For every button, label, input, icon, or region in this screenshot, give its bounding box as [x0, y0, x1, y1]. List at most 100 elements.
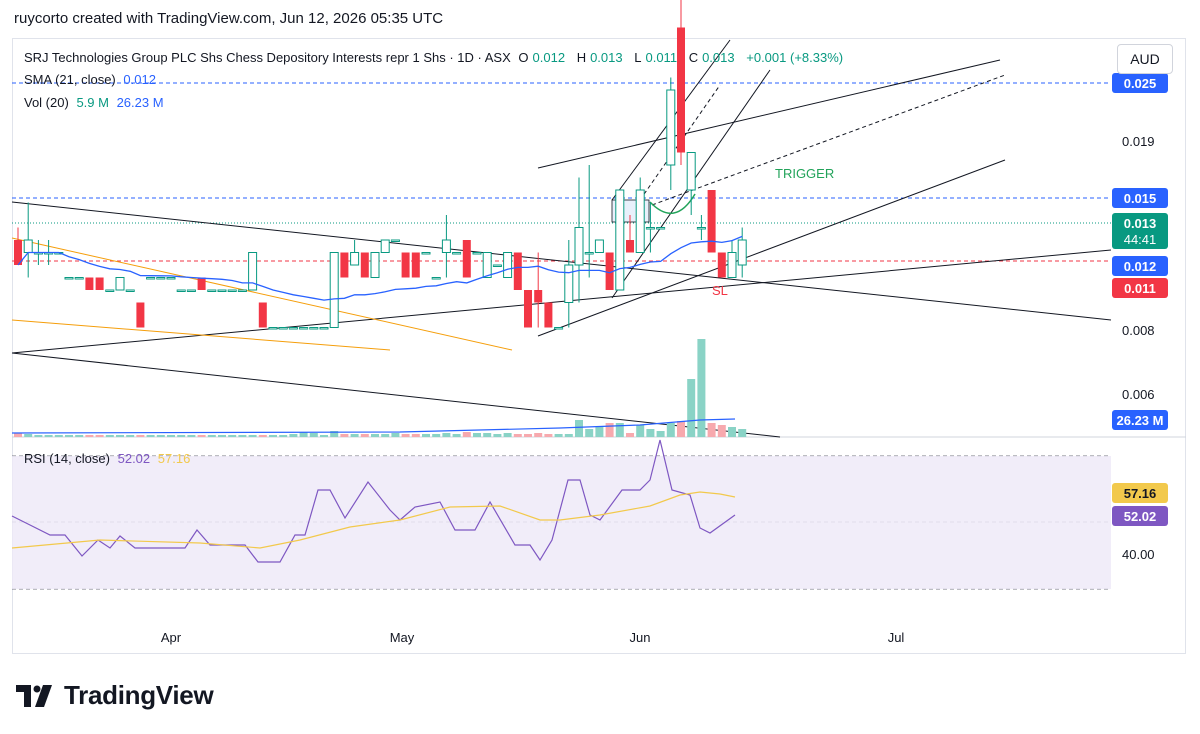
candle-body [360, 252, 369, 278]
candle [390, 239, 400, 242]
open-value: 0.012 [532, 50, 566, 65]
volume-bar [585, 429, 594, 437]
price-badge-text: 0.013 [1124, 216, 1157, 231]
candle [278, 327, 288, 330]
symbol-legend: SRJ Technologies Group PLC Shs Chess Dep… [24, 50, 847, 65]
candle-body [156, 277, 166, 280]
volume-bar [411, 434, 420, 437]
candle-body [350, 252, 360, 266]
candle [534, 252, 543, 328]
volume-bar [177, 435, 186, 437]
brand-name: TradingView [64, 680, 214, 710]
volume-bar [666, 423, 675, 437]
candle-body [370, 252, 380, 278]
volume-bar [65, 435, 73, 437]
candle [136, 302, 145, 328]
low-label: L [634, 50, 642, 65]
candle-body [656, 227, 666, 230]
candle [462, 240, 471, 278]
candle [14, 227, 22, 265]
candle [635, 177, 645, 253]
volume-bar [677, 421, 685, 437]
candle-body [136, 302, 145, 328]
volume-bar [156, 435, 165, 437]
orange-line-1 [11, 237, 513, 351]
price-badge-text: 0.015 [1124, 191, 1157, 206]
candle [737, 227, 747, 278]
open-label: O [518, 50, 529, 65]
volume-bar [595, 427, 604, 437]
candle-body [288, 327, 298, 330]
tradingview-logo[interactable]: TradingView [16, 680, 214, 711]
candle [441, 215, 451, 278]
candle [717, 252, 726, 278]
candle [626, 215, 634, 253]
volume-bar [381, 434, 390, 437]
candle [207, 289, 217, 292]
price-tick-label: 0.008 [1122, 323, 1155, 338]
candle [217, 289, 227, 292]
candle [340, 252, 349, 278]
candle [105, 289, 115, 292]
price-tick-label: 0.006 [1122, 387, 1155, 402]
candle-body [524, 290, 532, 328]
volume-legend: Vol (20) 5.9 M 26.23 M [24, 95, 168, 110]
candle [237, 289, 247, 292]
low-value: 0.011 [645, 50, 678, 65]
price-badge-bg [1112, 410, 1168, 430]
volume-bar [371, 434, 379, 437]
volume-bar [626, 433, 634, 437]
candle [329, 252, 339, 328]
candle-body [309, 327, 319, 330]
candle-body [329, 252, 339, 328]
candle-body [594, 239, 604, 253]
price-badge-text: 0.012 [1124, 259, 1157, 274]
candle-body [645, 227, 655, 230]
candle-body [380, 239, 390, 253]
candle-body [319, 327, 329, 330]
candle-body [677, 27, 685, 153]
candle-body [727, 252, 737, 278]
price-badge: 26.23 M [1112, 410, 1168, 430]
candle-body [737, 239, 747, 266]
price-badge: 0.012 [1112, 256, 1168, 276]
candle [574, 177, 584, 303]
candle-body [635, 189, 645, 253]
volume-bar [299, 432, 308, 437]
volume-bar [524, 434, 532, 437]
price-badge-text: 26.23 M [1117, 413, 1164, 428]
close-value: 0.013 [702, 50, 735, 65]
tv-logo-icon [16, 684, 52, 707]
candle-body [626, 240, 634, 253]
candle-body [452, 252, 462, 255]
candle-body [248, 252, 258, 291]
volume-bar [687, 379, 696, 437]
candle [605, 252, 614, 290]
candle [156, 277, 166, 280]
volume-bar [513, 434, 522, 437]
volume-bar [116, 435, 124, 437]
candle [319, 327, 329, 330]
candle-body [176, 289, 186, 292]
candle [380, 239, 390, 253]
candle [197, 277, 206, 290]
trendline-support [11, 249, 1112, 354]
candle [309, 327, 319, 330]
volume-bar [320, 435, 328, 437]
candle [666, 77, 676, 190]
candle-body [64, 277, 74, 280]
rsi-badge: 52.02 [1112, 506, 1168, 526]
candle-body [227, 289, 237, 292]
volume-ma-value: 26.23 M [116, 95, 164, 110]
candle [95, 277, 104, 290]
candle [677, 0, 685, 165]
high-label: H [576, 50, 587, 65]
symbol-title: SRJ Technologies Group PLC Shs Chess Dep… [24, 50, 511, 65]
currency-button[interactable]: AUD [1117, 44, 1173, 74]
candle [125, 289, 135, 292]
candle-body [441, 239, 451, 253]
candle-body [472, 252, 482, 255]
candle [299, 327, 309, 330]
